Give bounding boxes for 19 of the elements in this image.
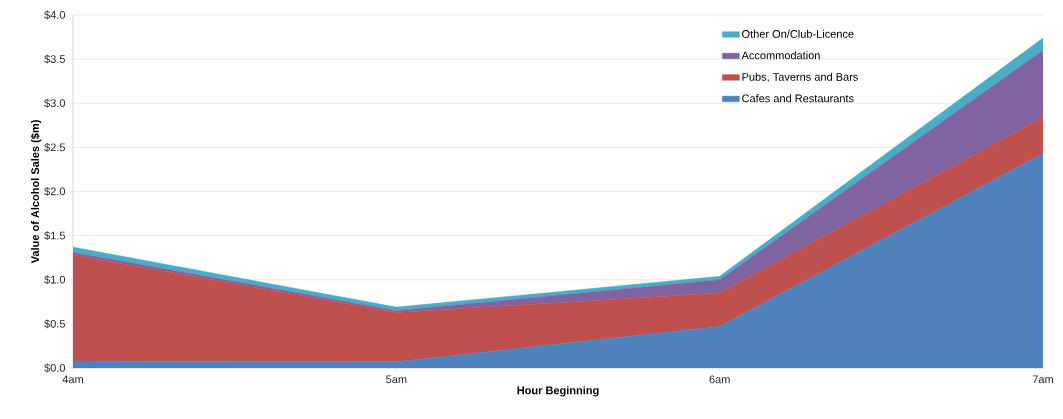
y-tick-label: $2.5	[44, 142, 66, 152]
y-tick-label: $0.0	[44, 363, 66, 373]
legend-label: Pubs, Taverns and Bars	[742, 72, 858, 83]
y-tick-label: $3.0	[44, 98, 66, 108]
legend-label: Other On/Club-Licence	[742, 29, 854, 38]
y-tick-label: $4.0	[44, 10, 66, 20]
x-tick-label: 4am	[62, 375, 83, 384]
y-tick-label: $0.5	[44, 319, 66, 329]
y-tick-label: $3.5	[44, 54, 66, 64]
y-tick-label: $1.0	[44, 275, 66, 285]
y-tick-label: $2.0	[44, 187, 66, 196]
y-axis-title: Value of Alcohol Sales ($m)	[30, 120, 42, 264]
x-axis-title: Hour Beginning	[517, 386, 599, 397]
legend-label: Cafes and Restaurants	[742, 94, 854, 103]
y-tick-label: $1.5	[44, 231, 66, 241]
x-tick-label: 6am	[709, 375, 730, 384]
x-tick-label: 7am	[1032, 375, 1053, 384]
legend-label: Accommodation	[741, 51, 820, 60]
x-tick-label: 5am	[386, 375, 407, 384]
